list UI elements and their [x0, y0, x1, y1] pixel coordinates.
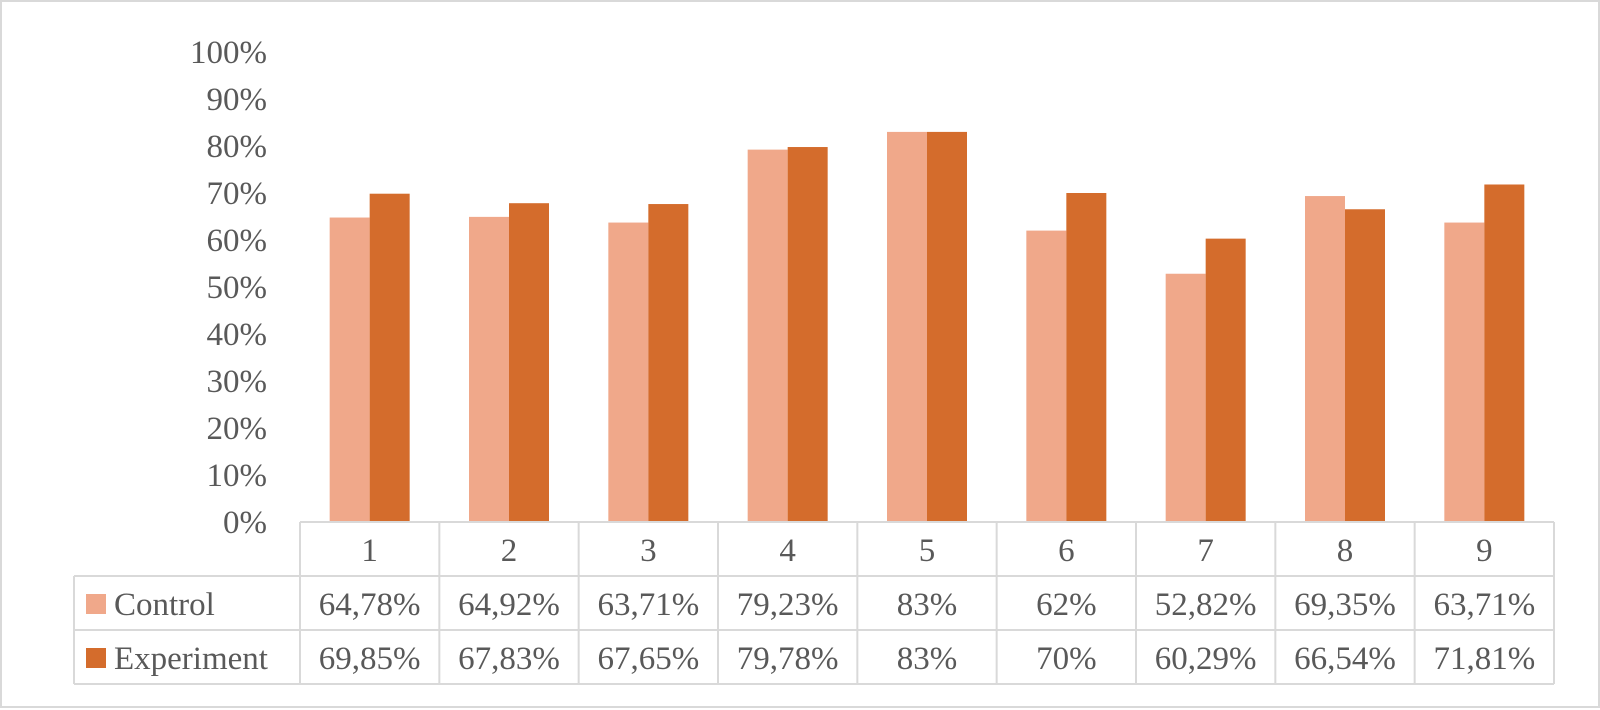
data-label-experiment: 70%: [1036, 641, 1097, 677]
bar-control: [1444, 222, 1485, 523]
data-label-experiment: 71,81%: [1433, 641, 1535, 677]
data-label-experiment: 83%: [897, 641, 958, 677]
data-label-experiment: 69,85%: [319, 641, 421, 677]
y-tick-label: 100%: [190, 35, 267, 71]
bar-experiment: [787, 147, 828, 522]
data-label-control: 63,71%: [597, 587, 699, 623]
category-label: 9: [1476, 533, 1493, 569]
category-label: 3: [640, 533, 657, 569]
bar-control: [747, 149, 788, 522]
data-label-control: 79,23%: [737, 587, 839, 623]
bar-experiment: [509, 203, 549, 522]
legend-label-control: Control: [114, 587, 215, 623]
legend-swatch-experiment: [86, 648, 106, 668]
y-tick-label: 10%: [207, 458, 268, 494]
category-label: 8: [1337, 533, 1354, 569]
category-label: 1: [361, 533, 378, 569]
y-tick-label: 80%: [207, 129, 268, 165]
category-label: 5: [919, 533, 936, 569]
bar-control: [1305, 196, 1345, 522]
bar-control: [887, 131, 927, 522]
y-tick-label: 60%: [207, 223, 268, 259]
data-label-experiment: 66,54%: [1294, 641, 1396, 677]
data-label-experiment: 79,78%: [737, 641, 839, 677]
y-tick-label: 50%: [207, 270, 268, 306]
data-label-control: 62%: [1036, 587, 1097, 623]
category-label: 4: [779, 533, 796, 569]
bar-control: [469, 216, 509, 522]
y-tick-label: 70%: [207, 176, 268, 212]
y-tick-label: 20%: [207, 411, 268, 447]
bar-experiment: [1066, 193, 1107, 522]
data-label-control: 83%: [897, 587, 958, 623]
bar-control: [329, 217, 370, 522]
data-label-control: 69,35%: [1294, 587, 1396, 623]
category-label: 7: [1197, 533, 1214, 569]
bar-control: [1026, 230, 1067, 522]
legend-swatch-control: [86, 594, 106, 614]
data-label-control: 64,78%: [319, 587, 421, 623]
bar-experiment: [369, 193, 410, 522]
data-label-control: 52,82%: [1155, 587, 1257, 623]
bar-experiment: [1484, 184, 1525, 523]
y-tick-label: 30%: [207, 364, 268, 400]
bar-control: [1165, 273, 1206, 522]
bar-experiment: [1205, 238, 1246, 522]
y-tick-label: 90%: [207, 82, 268, 118]
legend-label-experiment: Experiment: [114, 641, 268, 677]
y-tick-label: 0%: [223, 505, 267, 541]
data-label-experiment: 67,65%: [597, 641, 699, 677]
bar-experiment: [927, 131, 967, 522]
category-label: 6: [1058, 533, 1075, 569]
bar-experiment: [648, 204, 689, 523]
y-tick-label: 40%: [207, 317, 268, 353]
bar-control: [608, 222, 649, 523]
data-label-experiment: 67,83%: [458, 641, 560, 677]
data-label-control: 64,92%: [458, 587, 560, 623]
bar-experiment: [1345, 209, 1385, 522]
category-label: 2: [501, 533, 518, 569]
data-label-control: 63,71%: [1433, 587, 1535, 623]
data-label-experiment: 60,29%: [1155, 641, 1257, 677]
